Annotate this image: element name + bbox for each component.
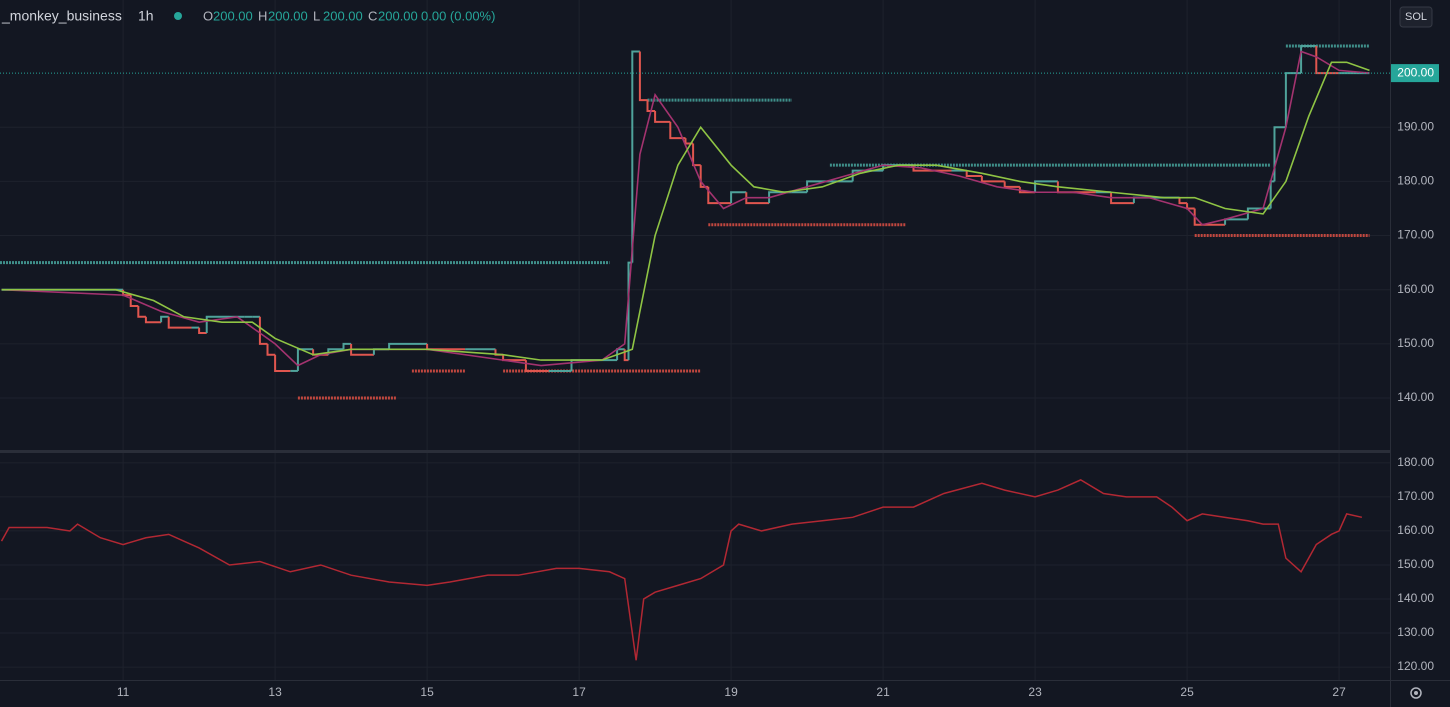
indicator-line <box>0 479 1363 661</box>
price-step <box>342 342 352 350</box>
currency-button[interactable] <box>1399 6 1433 28</box>
currency-label: SOL <box>1405 11 1427 23</box>
price-step <box>274 354 291 372</box>
x-tick-label: 21 <box>876 685 890 699</box>
moving-average <box>1 61 1370 361</box>
y-tick-label: 180.00 <box>1397 174 1434 188</box>
ohlc-legend: O 200.00 H 200.00 L 200.00 C 200.00 0.00 (0.00%) <box>203 8 495 23</box>
y-tick-label: 160.00 <box>1397 282 1434 296</box>
ohlc-change: 0.00 (0.00%) <box>421 8 495 23</box>
price-step <box>388 342 420 350</box>
price-step <box>296 348 314 371</box>
price-step <box>707 186 732 205</box>
price-step <box>205 315 230 334</box>
status-dot <box>174 12 182 20</box>
y-tick-label: 140.00 <box>1397 591 1434 605</box>
ohlc-value: 200.00 <box>213 8 253 23</box>
price-step <box>137 305 146 318</box>
y-tick-label: 140.00 <box>1397 390 1434 404</box>
settings-icon[interactable] <box>1410 687 1422 699</box>
y-tick-label: 190.00 <box>1397 119 1434 133</box>
ohlc-value: 200.00 <box>378 8 418 23</box>
y-tick-label: 170.00 <box>1397 489 1434 503</box>
gear-center <box>1414 691 1418 695</box>
price-step <box>631 50 640 263</box>
price-step <box>1300 45 1317 74</box>
price-step <box>646 100 656 113</box>
price-step <box>198 327 207 335</box>
price-step <box>350 343 374 356</box>
price-step <box>1178 197 1188 205</box>
price-step <box>623 349 629 362</box>
price-step <box>965 170 982 177</box>
x-tick-label: 23 <box>1028 685 1042 699</box>
price-step <box>266 343 276 356</box>
price-step <box>745 192 770 205</box>
y-tick-label: 130.00 <box>1397 625 1434 639</box>
pane <box>0 453 1390 680</box>
x-tick-label: 19 <box>724 685 738 699</box>
y-tick-label: 160.00 <box>1397 523 1434 537</box>
x-tick-label: 25 <box>1180 685 1194 699</box>
price-step <box>1003 181 1020 188</box>
moving-average <box>1 50 1370 367</box>
price-step <box>1273 126 1286 182</box>
y-tick-label: 180.00 <box>1397 455 1434 469</box>
price-step <box>654 111 671 123</box>
y-tick-label: 150.00 <box>1397 557 1434 571</box>
price-step <box>1315 46 1340 75</box>
y-tick-label: 150.00 <box>1397 336 1434 350</box>
x-tick-label: 13 <box>268 685 282 699</box>
price-step <box>730 191 747 204</box>
price-step <box>1110 192 1134 205</box>
x-tick-label: 11 <box>117 685 130 699</box>
price-step <box>167 316 192 329</box>
price-step <box>638 51 648 102</box>
interval: 1h <box>138 8 154 24</box>
ohlc-name: H <box>258 8 267 23</box>
gear <box>1410 687 1422 699</box>
price-step <box>1193 208 1226 226</box>
price-step <box>144 316 162 324</box>
price-step <box>160 315 169 323</box>
y-tick-label: 120.00 <box>1397 659 1434 673</box>
last-price-box <box>1391 64 1439 83</box>
price-step <box>980 175 1005 183</box>
ohlc-name: O <box>203 8 213 23</box>
last-price-label: 200.00 <box>1397 65 1434 79</box>
symbol-name: _monkey_business <box>1 8 122 24</box>
price-step <box>1034 180 1058 193</box>
price-step <box>669 121 686 140</box>
ohlc-value: 200.00 <box>323 8 363 23</box>
x-tick-label: 27 <box>1332 685 1346 699</box>
x-tick-label: 15 <box>420 685 434 699</box>
x-tick-label: 17 <box>572 685 586 699</box>
ohlc-value: 200.00 <box>268 8 308 23</box>
price-step <box>258 316 268 345</box>
price-step <box>1246 207 1264 220</box>
ohlc-name: C <box>368 8 377 23</box>
pane <box>0 0 1390 450</box>
y-tick-label: 170.00 <box>1397 228 1434 242</box>
ohlc-name: L <box>313 8 320 23</box>
